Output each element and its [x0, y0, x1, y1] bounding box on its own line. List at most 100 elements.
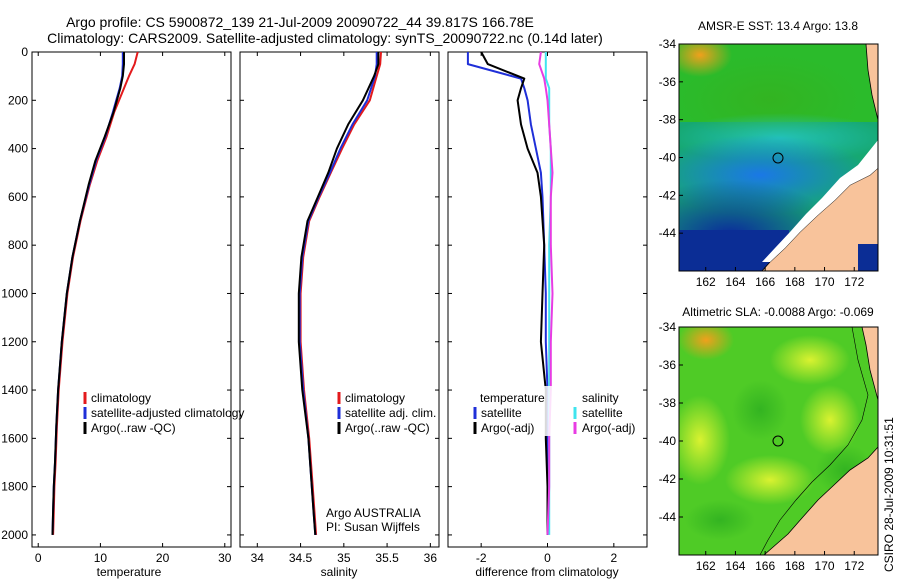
difference-legend-bg [474, 386, 642, 436]
sla-dark-blob-2 [685, 500, 755, 540]
legend-label-temp-satellite: satellite [481, 406, 522, 420]
sst_map-xtick-label: 168 [785, 275, 805, 289]
legend-label-climatology: climatology [91, 391, 151, 405]
temperature-xtick-label: 20 [156, 551, 170, 565]
sla-yellow-blob-1 [770, 335, 850, 385]
difference-panel: -2 0 2 difference from climatology tempera… [447, 51, 648, 579]
sst_map-ytick-label: -38 [659, 113, 677, 127]
temperature-ytick-label: 1000 [1, 286, 28, 300]
sla-yellow-blob-3 [725, 455, 815, 505]
sla_map-ytick-label: -36 [659, 358, 677, 372]
salinity-series-climatology [299, 51, 382, 535]
legend-label-temp-argo: Argo(-adj) [481, 421, 534, 435]
temperature-ytick-label: 0 [21, 45, 28, 59]
sla-yellow-blob-4 [800, 385, 860, 455]
temperature-xtick-label: 0 [35, 551, 42, 565]
sla-warm-patch [679, 327, 734, 360]
sst-north-island-land [865, 44, 878, 121]
sst-heatmap [679, 44, 878, 271]
temperature-ytick-label: 1200 [1, 335, 28, 349]
sla_map-xtick-label: 166 [755, 559, 775, 573]
legend-header-salinity: salinity [582, 391, 619, 405]
salinity-series-argo-raw-qc- [297, 52, 380, 535]
csiro-timestamp: CSIRO 28-Jul-2009 10:31:51 [882, 417, 896, 572]
difference-xtick-label: -2 [476, 551, 487, 565]
sst_map-xtick-label: 170 [815, 275, 835, 289]
sst-float-marker [772, 152, 784, 164]
figure-title-line1: Argo profile: CS 5900872_139 21-Jul-2009… [66, 14, 534, 30]
temperature-ytick-label: 200 [8, 93, 28, 107]
sst_map-xtick-label: 172 [844, 275, 864, 289]
temperature-ytick-label: 2000 [1, 528, 28, 542]
temperature-ytick-label: 1400 [1, 383, 28, 397]
sst_map-ytick-label: -36 [659, 75, 677, 89]
sla-new-zealand-land [763, 446, 878, 555]
salinity-legend: climatology satellite adj. clim. Argo(..… [337, 391, 436, 435]
sst-warm-patch [679, 44, 732, 77]
legend-label-argo: Argo(..raw -QC) [91, 421, 176, 435]
salinity-xtick-label: 34.5 [289, 551, 313, 565]
difference-series-temperature-argo-adj- [480, 51, 549, 535]
sla_map-ytick-label: -34 [659, 320, 677, 334]
temperature-ytick-label: 1800 [1, 480, 28, 494]
temperature-xtick-label: 10 [94, 551, 108, 565]
difference-series-temperature-satellite [466, 52, 549, 535]
temperature-ytick-label: 600 [8, 190, 28, 204]
temperature-series-argo-raw-qc- [51, 52, 125, 535]
difference-xtick-label: 2 [610, 551, 617, 565]
legend-label-argo: Argo(..raw -QC) [345, 421, 430, 435]
legend-label-satellite: satellite-adjusted climatology [91, 406, 244, 420]
salinity-xlabel: salinity [321, 565, 358, 579]
legend-label-sal-satellite: satellite [582, 406, 623, 420]
difference-xtick-label: 0 [544, 551, 551, 565]
sla_map-xtick-label: 164 [725, 559, 745, 573]
sst-coastal-mask [762, 140, 878, 262]
sla-map-title: Altimetric SLA: -0.0088 Argo: -0.069 [682, 305, 874, 319]
salinity-xtick-label: 35.5 [375, 551, 399, 565]
temperature-ytick-label: 400 [8, 142, 28, 156]
temperature-ytick-label: 800 [8, 238, 28, 252]
legend-label-climatology: climatology [345, 391, 405, 405]
difference-xlabel: difference from climatology [475, 565, 618, 579]
sla-north-island-land [861, 327, 878, 401]
legend-label-sal-argo: Argo(-adj) [582, 421, 635, 435]
difference-legend: temperature satellite Argo(-adj) salinit… [473, 386, 642, 436]
sla-map-panel: Altimetric SLA: -0.0088 Argo: -0.069 162… [659, 305, 879, 573]
argo-program-annotation: Argo AUSTRALIA [326, 506, 421, 520]
temperature-xlabel: temperature [97, 565, 162, 579]
pi-annotation: PI: Susan Wijffels [326, 520, 420, 534]
sst_map-ytick-label: -40 [659, 151, 677, 165]
sst-southeast-deep [858, 244, 878, 271]
sst_map-xtick-label: 164 [725, 275, 745, 289]
sla_map-xtick-label: 162 [696, 559, 716, 573]
salinity-axes-frame [239, 51, 440, 548]
salinity-xtick-label: 36 [424, 551, 438, 565]
temperature-ytick-label: 1600 [1, 431, 28, 445]
temperature-series-satellite-adjusted-climatology [51, 52, 124, 535]
sla_map-ytick-label: -44 [659, 510, 677, 524]
sla_map-xtick-label: 172 [844, 559, 864, 573]
sst_map-ytick-label: -34 [659, 37, 677, 51]
sla_map-xtick-label: 170 [815, 559, 835, 573]
sla-heatmap [679, 327, 878, 555]
temperature-axes-frame [31, 51, 232, 548]
legend-header-temperature: temperature [480, 391, 545, 405]
sla-float-marker [772, 435, 784, 447]
sla_map-ytick-label: -38 [659, 396, 677, 410]
sla-dark-blob-1 [732, 380, 788, 440]
temperature-xtick-label: 30 [218, 551, 232, 565]
sla_map-xtick-label: 168 [785, 559, 805, 573]
figure-title-line2: Climatology: CARS2009. Satellite-adjuste… [47, 30, 603, 46]
sst-map-panel: AMSR-E SST: 13.4 Argo: 13.8 162 164 166 168… [659, 19, 879, 289]
salinity-panel: 34 34.5 35 35.5 36 salinity climatology sate… [239, 51, 440, 579]
legend-label-satellite: satellite adj. clim. [345, 406, 436, 420]
sla_map-ytick-label: -42 [659, 472, 677, 486]
sst_map-ytick-label: -44 [659, 226, 677, 240]
sst_map-xtick-label: 166 [755, 275, 775, 289]
temperature-legend: climatology satellite-adjusted climatolo… [83, 391, 244, 435]
sst_map-ytick-label: -42 [659, 188, 677, 202]
sst-map-title: AMSR-E SST: 13.4 Argo: 13.8 [698, 19, 858, 33]
salinity-xtick-label: 35 [337, 551, 351, 565]
sla_map-ytick-label: -40 [659, 434, 677, 448]
